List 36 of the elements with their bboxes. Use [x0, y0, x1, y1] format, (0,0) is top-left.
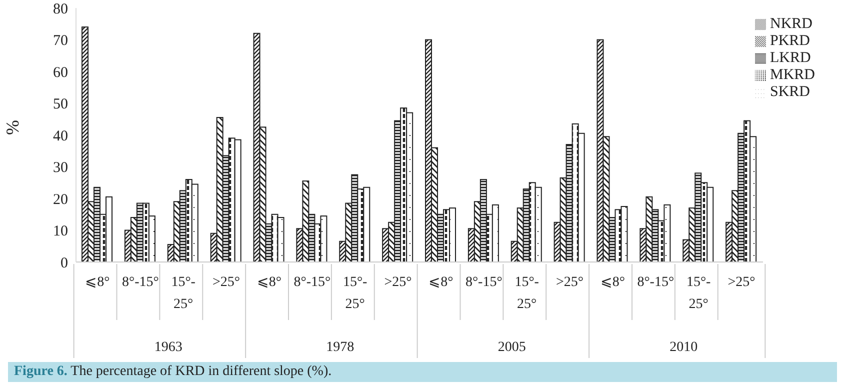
- x-tick-label: 15°-25°: [514, 275, 540, 312]
- y-tick-label: 30: [53, 160, 68, 176]
- legend-label: NKRD: [770, 16, 812, 32]
- x-tick-label: >25°: [728, 275, 756, 290]
- legend-label: SKRD: [770, 84, 810, 100]
- y-tick-label: 40: [53, 128, 68, 144]
- y-tick-label: 70: [53, 33, 68, 50]
- y-tick-label: 80: [53, 1, 68, 18]
- x-tick-label: 8°-15°: [465, 275, 502, 290]
- x-tick-label: >25°: [556, 275, 584, 290]
- text: Figure 6. The percentage of KRD in different slope (%).: [8, 362, 837, 382]
- legend-label: LKRD: [770, 50, 811, 66]
- x-tick-label: 15°-25°: [171, 275, 196, 312]
- y-tick-label: 60: [53, 64, 68, 81]
- legend-label: MKRD: [770, 67, 815, 83]
- y-tick-label: 0: [60, 255, 68, 272]
- x-tick-label: 15°-25°: [686, 275, 712, 312]
- x-tick-label: ⩽8°: [600, 275, 626, 290]
- y-axis-title: %: [2, 120, 22, 135]
- x-tick-label: >25°: [384, 275, 412, 290]
- x-tick-label: 8°-15°: [294, 275, 331, 290]
- text: 2010: [670, 340, 698, 355]
- y-tick-label: 20: [53, 192, 68, 208]
- y-tick-label: 10: [53, 224, 68, 240]
- text: 1978: [326, 340, 354, 355]
- y-tick-label: 50: [53, 96, 68, 113]
- x-tick-label: 8°-15°: [122, 275, 159, 290]
- x-tick-label: ⩽8°: [428, 275, 454, 290]
- x-tick-label: 15°-25°: [342, 275, 368, 312]
- x-tick-label: >25°: [212, 275, 240, 290]
- x-tick-label: ⩽8°: [85, 275, 110, 290]
- text: 2005: [498, 340, 526, 355]
- x-tick-label: ⩽8°: [256, 275, 282, 290]
- text: 1963: [154, 340, 182, 355]
- legend-label: PKRD: [770, 33, 810, 49]
- x-tick-label: 8°-15°: [637, 275, 674, 290]
